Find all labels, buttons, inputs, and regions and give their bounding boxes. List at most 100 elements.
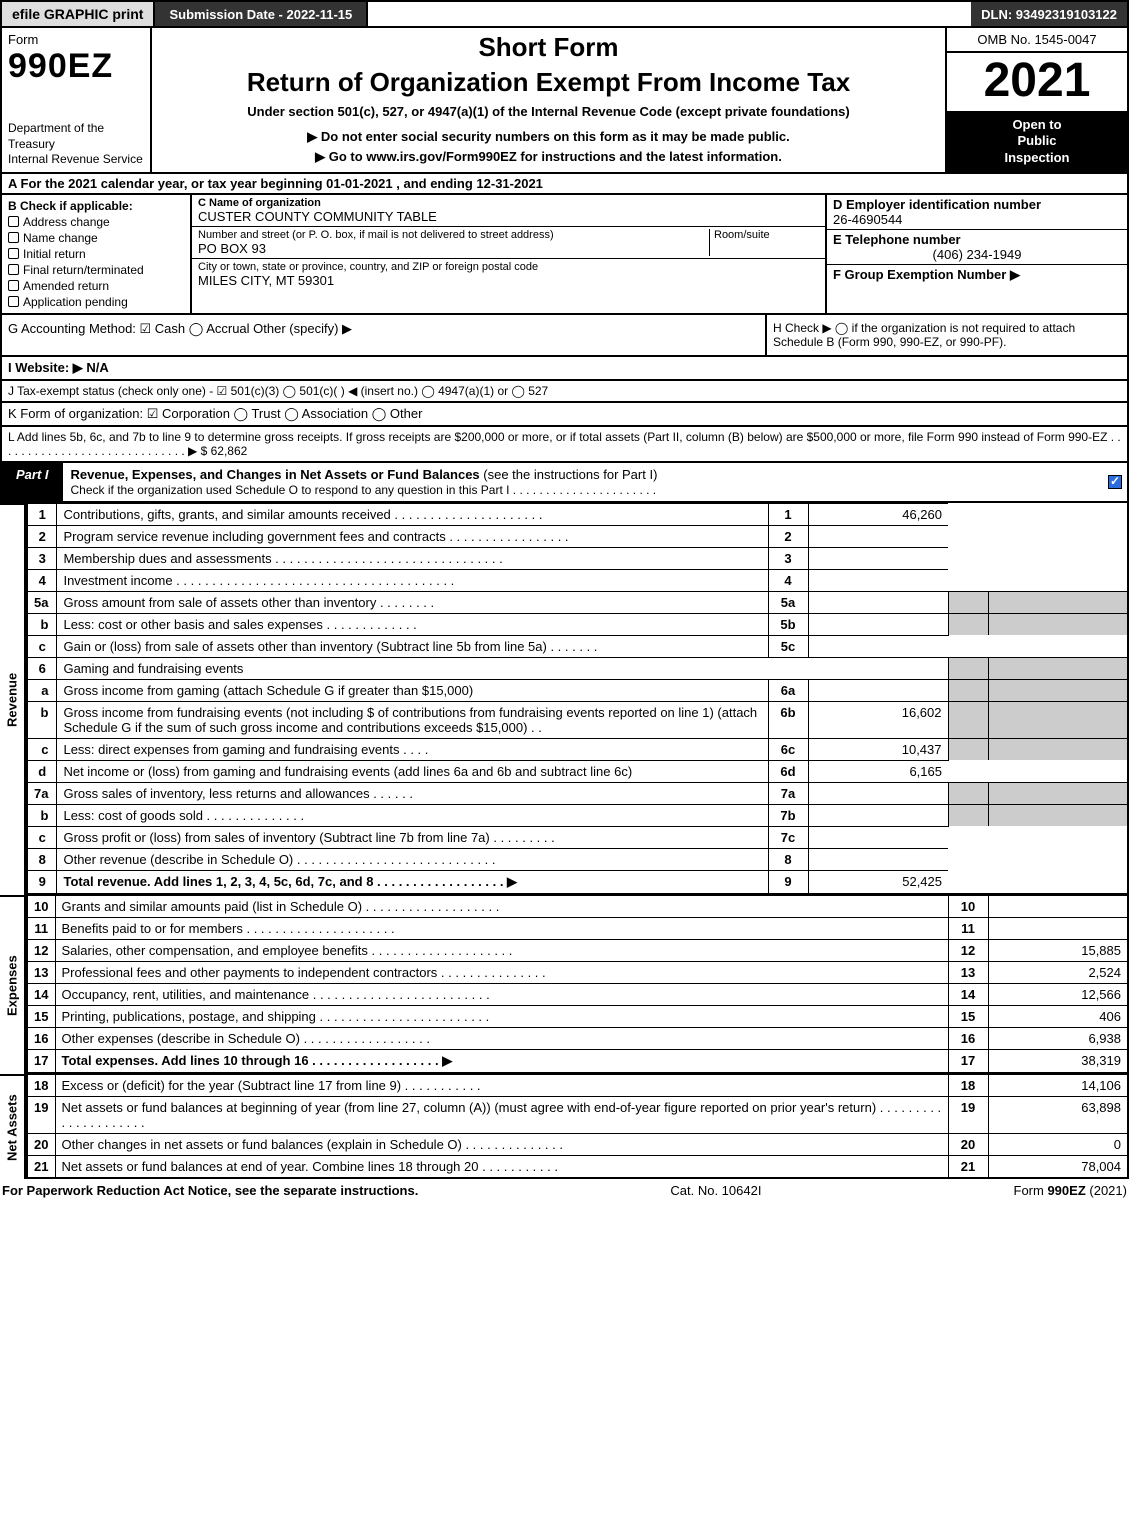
chk-name-change[interactable]: Name change — [8, 231, 184, 245]
chk-amended-return[interactable]: Amended return — [8, 279, 184, 293]
revenue-section: Revenue 1 Contributions, gifts, grants, … — [0, 503, 1129, 895]
line-desc: Benefits paid to or for members . . . . … — [55, 917, 948, 939]
table-row: 21 Net assets or fund balances at end of… — [27, 1155, 1128, 1178]
line-desc: Total expenses. Add lines 10 through 16 … — [55, 1049, 948, 1073]
line-desc: Professional fees and other payments to … — [55, 961, 948, 983]
table-row: 9 Total revenue. Add lines 1, 2, 3, 4, 5… — [27, 870, 1128, 894]
table-row: 16 Other expenses (describe in Schedule … — [27, 1027, 1128, 1049]
line-box: 17 — [948, 1049, 988, 1073]
shaded-cell — [988, 738, 1128, 760]
line-number: 1 — [27, 503, 57, 525]
line-desc: Net assets or fund balances at end of ye… — [55, 1155, 948, 1178]
table-row: 17 Total expenses. Add lines 10 through … — [27, 1049, 1128, 1073]
chk-final-return[interactable]: Final return/terminated — [8, 263, 184, 277]
open-line-3: Inspection — [949, 150, 1125, 166]
line-box: 6d — [768, 760, 808, 782]
line-number: 4 — [27, 569, 57, 591]
line-number: 12 — [27, 939, 55, 961]
table-row: d Net income or (loss) from gaming and f… — [27, 760, 1128, 782]
street-row: Number and street (or P. O. box, if mail… — [192, 227, 825, 259]
open-line-2: Public — [949, 133, 1125, 149]
opt-address-change: Address change — [23, 215, 110, 229]
line-desc: Other changes in net assets or fund bala… — [55, 1133, 948, 1155]
table-row: b Less: cost or other basis and sales ex… — [27, 613, 1128, 635]
ein-value: 26-4690544 — [833, 212, 1121, 227]
table-row: 15 Printing, publications, postage, and … — [27, 1005, 1128, 1027]
shaded-cell — [948, 738, 988, 760]
revenue-table: 1 Contributions, gifts, grants, and simi… — [26, 503, 1129, 895]
line-box: 10 — [948, 895, 988, 917]
line-box: 11 — [948, 917, 988, 939]
netassets-section: Net Assets 18 Excess or (deficit) for th… — [0, 1074, 1129, 1179]
netassets-table: 18 Excess or (deficit) for the year (Sub… — [26, 1074, 1129, 1179]
line-desc: Occupancy, rent, utilities, and maintena… — [55, 983, 948, 1005]
line-number: b — [27, 804, 57, 826]
shaded-cell — [948, 591, 988, 613]
inner-box: 5b — [768, 613, 808, 635]
line-desc: Gross amount from sale of assets other t… — [57, 591, 768, 613]
line-box: 2 — [768, 525, 808, 547]
line-j: J Tax-exempt status (check only one) - ☑… — [0, 381, 1129, 403]
table-row: 19 Net assets or fund balances at beginn… — [27, 1096, 1128, 1133]
line-number: 3 — [27, 547, 57, 569]
line-desc: Salaries, other compensation, and employ… — [55, 939, 948, 961]
line-amount — [808, 525, 948, 547]
chk-application-pending[interactable]: Application pending — [8, 295, 184, 309]
line-desc: Gaming and fundraising events — [57, 657, 948, 679]
topbar-spacer — [368, 2, 971, 26]
shaded-cell — [948, 701, 988, 738]
line-number: 6 — [27, 657, 57, 679]
check-icon — [1108, 475, 1122, 489]
org-info-block: B Check if applicable: Address change Na… — [0, 195, 1129, 315]
chk-address-change[interactable]: Address change — [8, 215, 184, 229]
subtitle-2: ▶ Do not enter social security numbers o… — [158, 129, 939, 145]
line-number: d — [27, 760, 57, 782]
line-amount: 14,106 — [988, 1074, 1128, 1096]
col-d: D Employer identification number 26-4690… — [827, 195, 1127, 313]
line-number: 10 — [27, 895, 55, 917]
line-desc: Less: direct expenses from gaming and fu… — [57, 738, 768, 760]
table-row: 20 Other changes in net assets or fund b… — [27, 1133, 1128, 1155]
part-1-header: Part I Revenue, Expenses, and Changes in… — [0, 463, 1129, 503]
line-number: c — [27, 738, 57, 760]
city-label: City or town, state or province, country… — [198, 261, 819, 273]
line-amount: 406 — [988, 1005, 1128, 1027]
footer-right: Form 990EZ (2021) — [1014, 1183, 1127, 1198]
open-to-public-box: Open to Public Inspection — [947, 111, 1127, 172]
city-value: MILES CITY, MT 59301 — [198, 273, 819, 288]
chk-initial-return[interactable]: Initial return — [8, 247, 184, 261]
open-line-1: Open to — [949, 117, 1125, 133]
line-number: 2 — [27, 525, 57, 547]
short-form-title: Short Form — [158, 32, 939, 63]
submission-date: Submission Date - 2022-11-15 — [155, 2, 368, 26]
line-desc: Net assets or fund balances at beginning… — [55, 1096, 948, 1133]
efile-print-button[interactable]: efile GRAPHIC print — [2, 2, 155, 26]
table-row: 14 Occupancy, rent, utilities, and maint… — [27, 983, 1128, 1005]
line-number: 5a — [27, 591, 57, 613]
table-row: 18 Excess or (deficit) for the year (Sub… — [27, 1074, 1128, 1096]
line-amount — [808, 826, 948, 848]
shaded-cell — [948, 804, 988, 826]
line-amount: 63,898 — [988, 1096, 1128, 1133]
dept-line-1: Department of the Treasury — [8, 121, 144, 152]
tel-value: (406) 234-1949 — [833, 247, 1121, 262]
line-number: 17 — [27, 1049, 55, 1073]
line-box: 3 — [768, 547, 808, 569]
inner-box: 7b — [768, 804, 808, 826]
expenses-rotated-label: Expenses — [0, 895, 26, 1074]
part-1-title: Revenue, Expenses, and Changes in Net As… — [63, 463, 1103, 501]
shaded-cell — [948, 613, 988, 635]
line-desc: Less: cost or other basis and sales expe… — [57, 613, 768, 635]
line-desc: Gross profit or (loss) from sales of inv… — [57, 826, 768, 848]
line-number: c — [27, 826, 57, 848]
line-box: 5c — [768, 635, 808, 657]
table-row: 4 Investment income . . . . . . . . . . … — [27, 569, 1128, 591]
shaded-cell — [988, 679, 1128, 701]
line-desc: Gain or (loss) from sale of assets other… — [57, 635, 768, 657]
inner-amount: 10,437 — [808, 738, 948, 760]
checkbox-icon — [8, 280, 19, 291]
part-1-checkbox[interactable] — [1103, 463, 1127, 501]
subtitle-1: Under section 501(c), 527, or 4947(a)(1)… — [158, 104, 939, 119]
shaded-cell — [948, 679, 988, 701]
line-box: 18 — [948, 1074, 988, 1096]
